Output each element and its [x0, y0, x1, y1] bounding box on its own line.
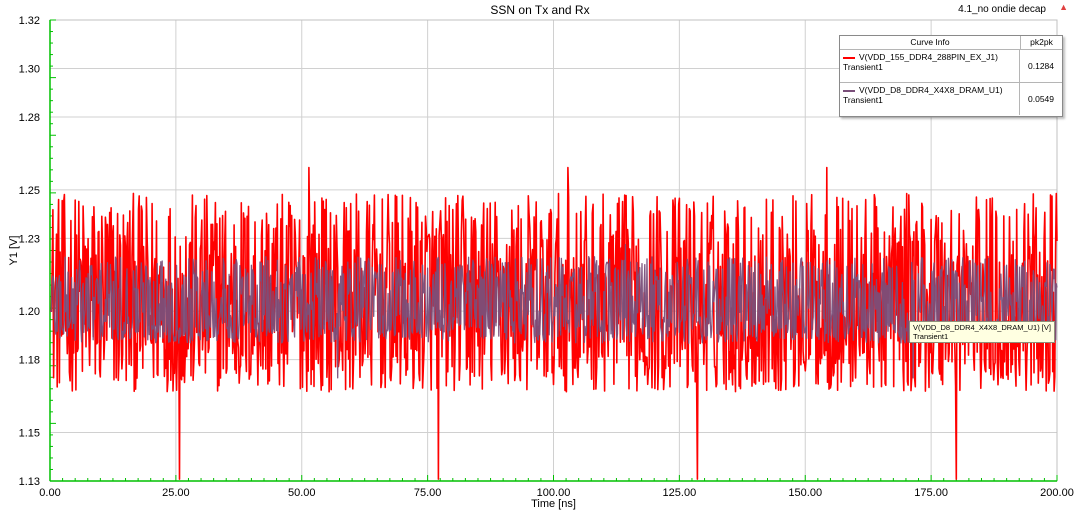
x-tick-label: 175.00: [914, 487, 948, 499]
y-tick-label: 1.20: [19, 306, 40, 318]
legend-col-curve-info: Curve Info: [840, 36, 1021, 49]
x-tick-label: 0.00: [39, 487, 60, 499]
y-tick-label: 1.25: [19, 185, 40, 197]
x-tick-label: 100.00: [537, 487, 571, 499]
y-tick-label: 1.28: [19, 112, 40, 124]
x-tick-label: 200.00: [1040, 487, 1074, 499]
legend-series-sub: Transient1: [843, 62, 883, 72]
tooltip-line-2: Transient1: [913, 332, 949, 341]
legend-table[interactable]: Curve Info pk2pk V(VDD_155_DDR4_288PIN_E…: [839, 35, 1063, 117]
tooltip-line-1: V(VDD_D8_DDR4_X4X8_DRAM_U1) [V]: [913, 323, 1051, 332]
y-tick-label: 1.13: [19, 476, 40, 488]
x-axis-title: Time [ns]: [531, 498, 576, 510]
legend-pk2pk-value: 0.0549: [1028, 94, 1054, 104]
legend-series-name: V(VDD_D8_DDR4_X4X8_DRAM_U1): [859, 85, 1003, 95]
legend-series-sub: Transient1: [843, 95, 883, 105]
y-tick-label: 1.30: [19, 64, 40, 76]
y-axis-title: Y1 [V]: [8, 236, 20, 266]
series-line-vdd-d8: [50, 244, 1058, 379]
x-tick-label: 75.00: [414, 487, 442, 499]
series-line-vdd-155: [49, 166, 1058, 480]
legend-col-pk2pk: pk2pk: [1030, 37, 1053, 47]
y-tick-label: 1.23: [19, 233, 40, 245]
legend-row[interactable]: V(VDD_155_DDR4_288PIN_EX_J1) Transient1 …: [840, 50, 1062, 83]
design-label[interactable]: 4.1_no ondie decap: [958, 4, 1046, 15]
legend-row[interactable]: V(VDD_D8_DDR4_X4X8_DRAM_U1) Transient1 0…: [840, 83, 1062, 115]
marker-tooltip: V(VDD_D8_DDR4_X4X8_DRAM_U1) [V] Transien…: [909, 321, 1055, 343]
legend-swatch-purple: [843, 89, 855, 92]
axis-labels: 0.00 25.00 50.00 75.00 100.00 125.00 150.00 175…: [8, 15, 1074, 510]
series-layer: [49, 166, 1058, 480]
x-tick-label: 125.00: [663, 487, 697, 499]
expand-arrow-icon[interactable]: ▲: [1059, 2, 1068, 12]
legend-pk2pk-value: 0.1284: [1028, 61, 1054, 71]
legend-header: Curve Info pk2pk: [840, 36, 1062, 50]
y-tick-label: 1.15: [19, 427, 40, 439]
chart-title: SSN on Tx and Rx: [490, 3, 590, 17]
x-tick-label: 150.00: [788, 487, 822, 499]
y-tick-label: 1.18: [19, 355, 40, 367]
x-tick-label: 50.00: [288, 487, 316, 499]
legend-series-name: V(VDD_155_DDR4_288PIN_EX_J1): [859, 52, 998, 62]
y-tick-label: 1.32: [19, 15, 40, 27]
x-tick-label: 25.00: [162, 487, 190, 499]
legend-swatch-red: [843, 56, 855, 59]
